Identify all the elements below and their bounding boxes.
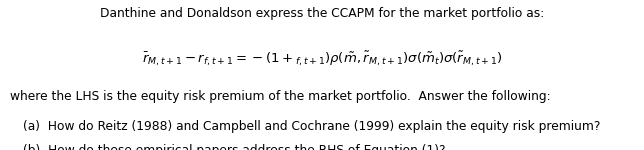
Text: $\bar{r}_{M,t+1} - r_{f,t+1} = -(1+_{f,t+1})\rho(\tilde{m},\tilde{r}_{M,t+1})\si: $\bar{r}_{M,t+1} - r_{f,t+1} = -(1+_{f,t…	[142, 50, 502, 68]
Text: where the LHS is the equity risk premium of the market portfolio.  Answer the fo: where the LHS is the equity risk premium…	[10, 90, 551, 103]
Text: (b)  How do these empirical papers address the RHS of Equation (1)?: (b) How do these empirical papers addres…	[23, 144, 445, 150]
Text: (a)  How do Reitz (1988) and Campbell and Cochrane (1999) explain the equity ris: (a) How do Reitz (1988) and Campbell and…	[23, 120, 600, 133]
Text: Danthine and Donaldson express the CCAPM for the market portfolio as:: Danthine and Donaldson express the CCAPM…	[100, 7, 544, 20]
